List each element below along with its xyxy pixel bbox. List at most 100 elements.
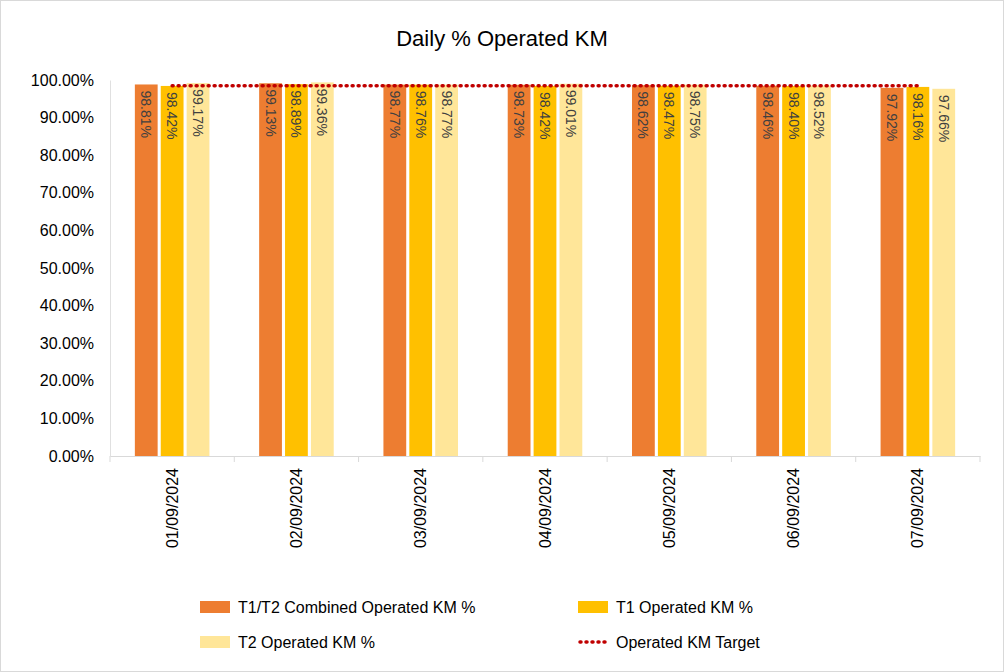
data-label: 97.92% [884,94,900,141]
legend: T1/T2 Combined Operated KM % T1 Operated … [200,599,760,651]
y-tick: 90.00% [40,109,110,126]
data-label: 99.17% [190,89,206,136]
data-label: 98.73% [511,91,527,138]
data-label: 98.16% [910,93,926,140]
y-axis-line [110,81,111,457]
legend-item: Operated KM Target [580,634,760,651]
y-tick: 80.00% [40,147,110,164]
bar-series [135,83,904,456]
legend-swatch [580,640,608,644]
target-line [172,84,918,88]
y-tick-label: 100.00% [31,72,94,89]
category-separator [607,456,608,462]
y-tick-label: 80.00% [40,147,94,164]
data-label: 98.81% [138,90,154,137]
y-tick-label: 40.00% [40,297,94,314]
category-separators [110,456,980,462]
legend-item: T1 Operated KM % [578,599,753,616]
bar [311,82,334,456]
y-tick: 70.00% [40,184,110,201]
x-tick: 04/09/2024 [537,456,554,548]
data-label: 97.66% [936,95,952,142]
title: Daily % Operated KM [396,26,608,51]
bar [684,85,707,456]
y-tick-label: 10.00% [40,410,94,427]
legend-label: T2 Operated KM % [238,634,375,651]
data-label: 98.42% [537,92,553,139]
category-separator [110,456,111,462]
x-tick-label: 06/09/2024 [785,468,802,548]
bar [782,86,805,456]
y-tick: 0.00% [49,448,110,465]
category-separator [358,456,359,462]
bar [285,84,308,456]
bar [560,84,583,456]
x-tick: 06/09/2024 [785,456,802,548]
y-tick: 20.00% [40,372,110,389]
category-separator [482,456,483,462]
x-tick: 05/09/2024 [661,456,678,548]
bar [881,88,904,456]
legend-label: T1 Operated KM % [616,599,753,616]
bar [161,86,184,456]
bar [756,86,779,456]
bar [534,86,557,456]
legend-item: T1/T2 Combined Operated KM % [200,599,475,616]
x-axis: 01/09/2024 02/09/2024 03/09/2024 04/09/2024… [111,456,981,548]
chart: Daily % Operated KM 0.00% 10.00% 20.00% 30.0… [0,0,1004,672]
category-separator [855,456,856,462]
data-label: 99.13% [263,89,279,136]
bar [808,86,831,456]
data-label: 98.46% [760,92,776,139]
x-tick-label: 05/09/2024 [661,468,678,548]
x-tick-label: 07/09/2024 [909,468,926,548]
legend-swatch [200,601,230,613]
data-labels: 98.81% 99.13% 98.77% 98.73% 98.62% 98.46% 97.9… [138,88,952,142]
data-label: 99.01% [563,90,579,137]
y-tick-label: 50.00% [40,260,94,277]
data-label: 98.77% [387,91,403,138]
bar [932,89,955,456]
data-label: 98.62% [635,91,651,138]
y-tick-label: 30.00% [40,335,94,352]
plot-area [135,82,955,456]
x-tick-label: 04/09/2024 [537,468,554,548]
y-tick: 50.00% [40,260,110,277]
legend-swatch [200,636,230,648]
data-label: 98.76% [413,91,429,138]
x-axis-line [111,456,981,457]
x-tick-label: 02/09/2024 [288,468,305,548]
chart-frame [1,1,1004,672]
x-tick: 02/09/2024 [288,456,305,548]
bar [906,87,929,456]
category-separator [731,456,732,462]
bar [658,86,681,456]
bar [187,83,210,456]
data-label: 98.89% [288,90,304,137]
legend-swatch [578,601,608,613]
y-tick: 60.00% [40,222,110,239]
category-separator [980,456,981,462]
y-tick: 30.00% [40,335,110,352]
bar [135,84,158,456]
data-label: 99.36% [314,88,330,135]
bar [632,85,655,456]
data-label: 98.40% [786,92,802,139]
y-tick: 40.00% [40,297,110,314]
y-tick-label: 60.00% [40,222,94,239]
x-tick: 01/09/2024 [164,456,181,548]
bar [383,85,406,456]
y-tick-label: 90.00% [40,109,94,126]
y-axis: 0.00% 10.00% 20.00% 30.00% 40.00% 50.00% 60.00… [31,72,111,465]
data-label: 98.47% [661,92,677,139]
bar-series [161,84,930,456]
x-tick: 03/09/2024 [412,456,429,548]
legend-item: T2 Operated KM % [200,634,375,651]
legend-label: Operated KM Target [616,634,760,651]
y-tick-label: 70.00% [40,184,94,201]
y-tick: 10.00% [40,410,110,427]
bar [259,83,282,456]
data-label: 98.77% [439,91,455,138]
legend-label: T1/T2 Combined Operated KM % [238,599,475,616]
y-tick-label: 0.00% [49,448,94,465]
